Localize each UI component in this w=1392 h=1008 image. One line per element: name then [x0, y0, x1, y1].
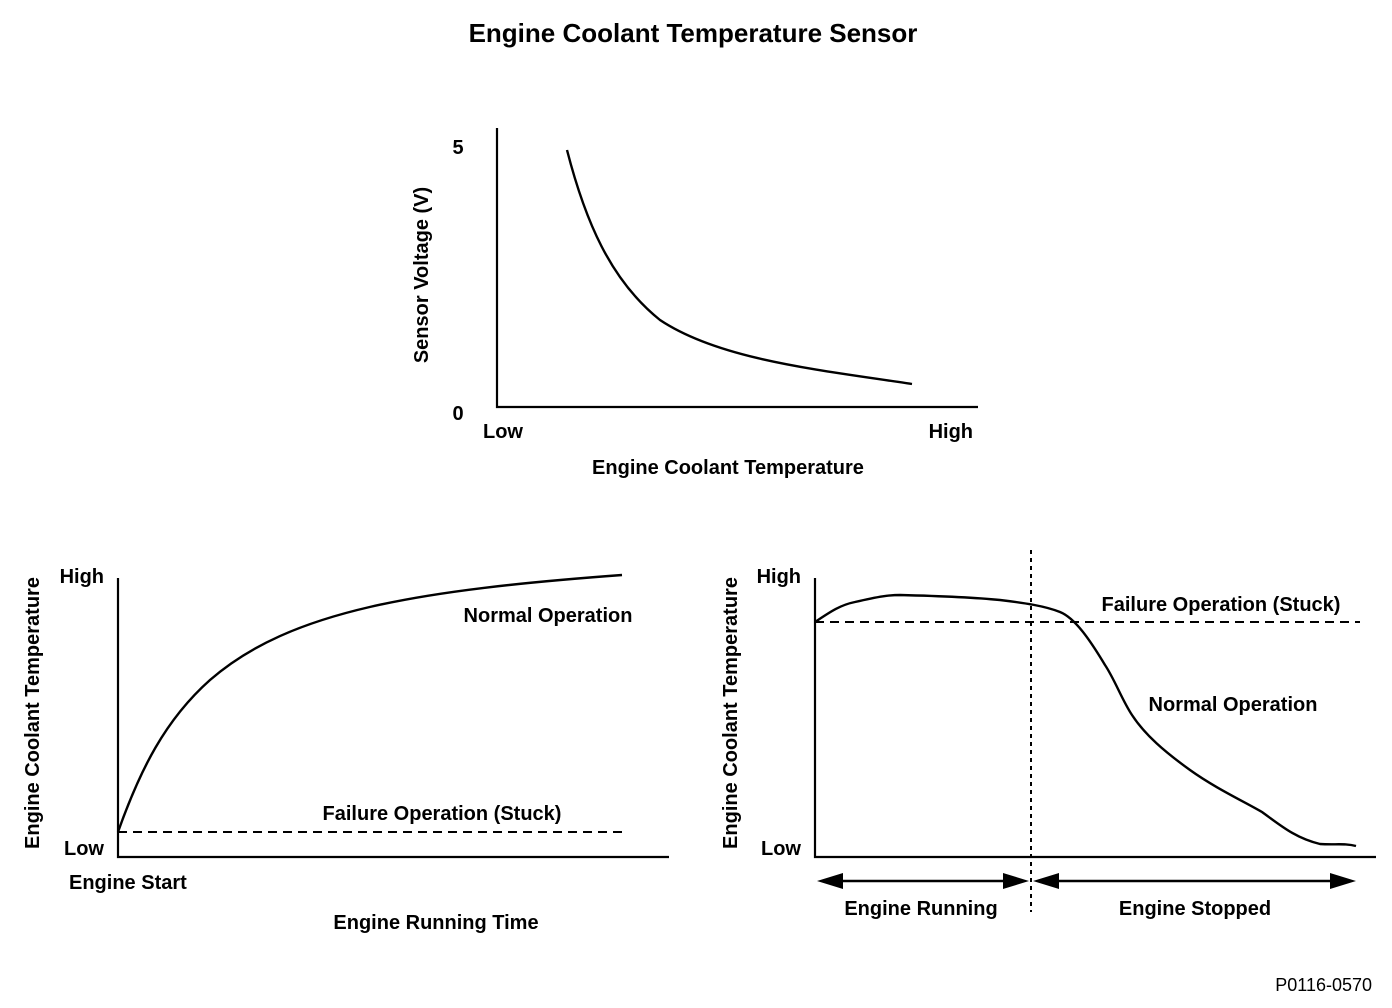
top-chart-xtick-right: High	[929, 421, 973, 443]
right-chart-normal-label: Normal Operation	[1149, 694, 1318, 716]
top-chart-axes	[495, 128, 978, 409]
right-chart-ytick-top: High	[757, 566, 801, 588]
top-chart-ytick-top: 5	[452, 137, 463, 159]
top-chart-xlabel: Engine Coolant Temperature	[592, 457, 864, 479]
engine-stopped-label: Engine Stopped	[1119, 898, 1271, 920]
top-chart-voltage-curve	[565, 149, 913, 386]
engine-running-arrow-right-head	[1003, 873, 1029, 889]
left-chart-ytick-bottom: Low	[64, 838, 104, 860]
right-chart-ytick-bottom: Low	[761, 838, 801, 860]
left-chart-normal-curve	[116, 573, 623, 833]
right-chart-ylabel: Engine Coolant Temperature	[720, 577, 742, 849]
engine-running-label: Engine Running	[844, 898, 997, 920]
left-chart: High Low Engine Coolant Temperature Engi…	[22, 566, 669, 934]
engine-stopped-arrow-right-head	[1330, 873, 1356, 889]
engine-running-arrow-left-head	[817, 873, 843, 889]
left-chart-xlabel: Engine Running Time	[333, 912, 538, 934]
left-chart-axes	[116, 578, 669, 859]
right-chart-normal-curve	[814, 593, 1357, 848]
top-chart: 5 0 Sensor Voltage (V) Low High Engine C…	[411, 128, 978, 479]
top-chart-ylabel: Sensor Voltage (V)	[411, 187, 433, 363]
left-chart-ylabel: Engine Coolant Temperature	[22, 577, 44, 849]
right-chart-axes	[813, 578, 1376, 859]
top-chart-xtick-left: Low	[483, 421, 523, 443]
top-chart-ytick-bottom: 0	[452, 403, 463, 425]
diagram-title: Engine Coolant Temperature Sensor	[469, 18, 918, 48]
right-chart-failure-label: Failure Operation (Stuck)	[1102, 594, 1341, 616]
figure-code: P0116-0570	[1275, 975, 1372, 995]
left-chart-normal-label: Normal Operation	[464, 605, 633, 627]
left-chart-ytick-top: High	[60, 566, 104, 588]
engine-stopped-arrow-left-head	[1033, 873, 1059, 889]
left-chart-failure-label: Failure Operation (Stuck)	[323, 803, 562, 825]
right-chart: High Low Engine Coolant Temperature Fail…	[720, 550, 1376, 920]
left-chart-start-label: Engine Start	[69, 872, 187, 894]
